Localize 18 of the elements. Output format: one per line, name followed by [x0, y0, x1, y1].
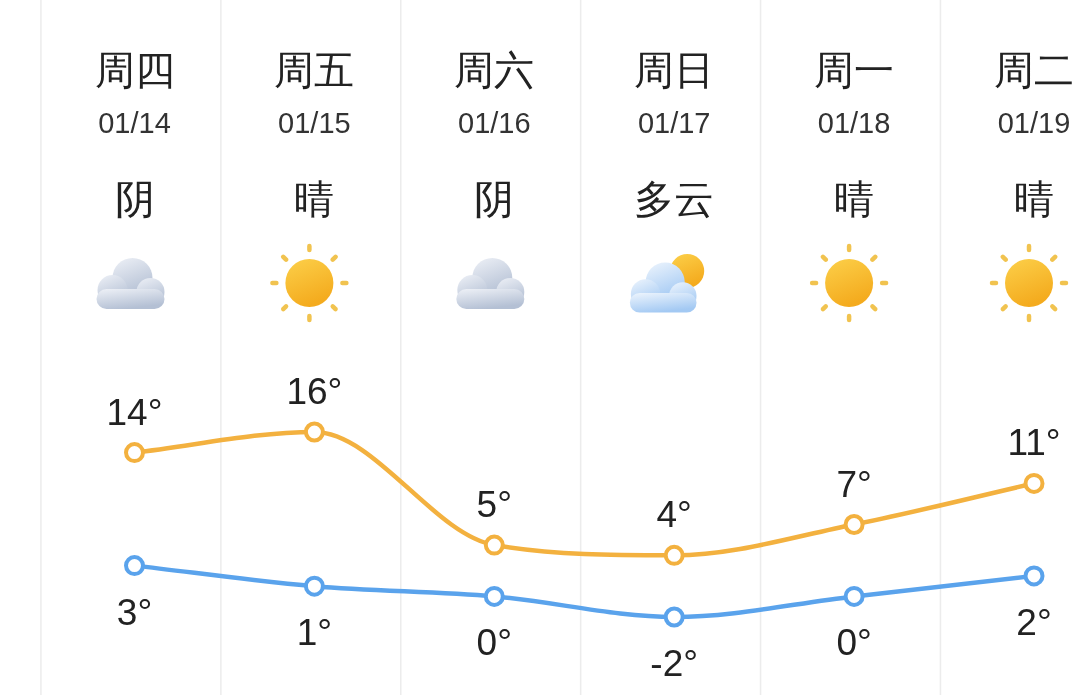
category: 周六 01/16 阴	[454, 48, 535, 221]
value-label: 1°	[296, 612, 333, 654]
category: 周二 01/19 晴	[994, 48, 1074, 221]
value-label: 4°	[656, 494, 692, 536]
value-label: 11°	[1007, 422, 1061, 464]
category: 周五 01/15 晴	[274, 48, 355, 221]
category: 周一 01/18 晴	[814, 48, 895, 221]
value-label: 0°	[476, 622, 512, 664]
value-label: 14°	[106, 391, 163, 433]
value-label: 5°	[476, 484, 512, 526]
value-label: 7°	[836, 463, 872, 505]
value-label: 3°	[116, 591, 153, 633]
value-label: 0°	[836, 622, 872, 664]
value-label: 2°	[1016, 601, 1052, 643]
value-label: -2°	[650, 643, 699, 684]
value-label: 16°	[286, 371, 343, 412]
category: 周四 01/14 阴	[94, 48, 175, 221]
category: 周日 01/17 多云	[634, 48, 715, 221]
